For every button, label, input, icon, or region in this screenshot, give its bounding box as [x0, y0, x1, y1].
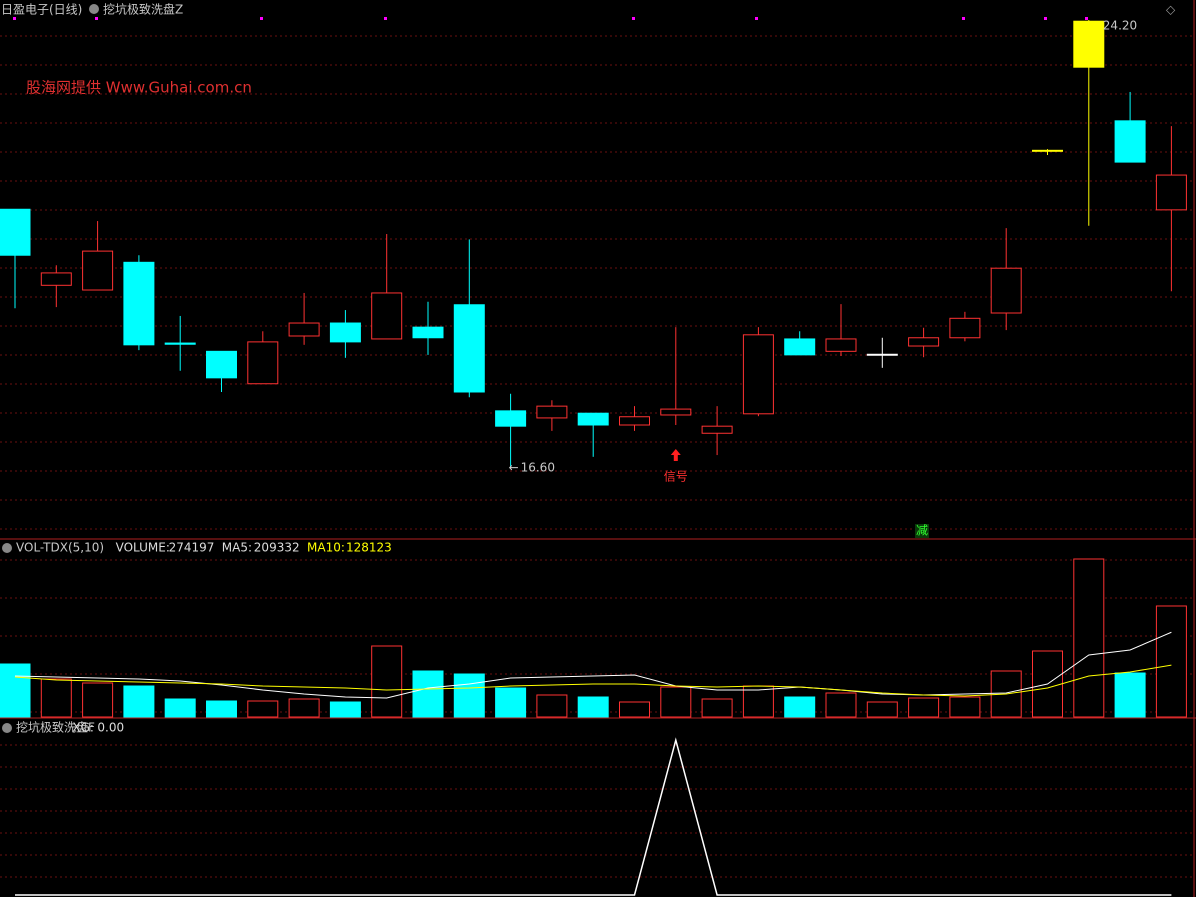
readout-label: MA10: [307, 541, 345, 555]
volume-bar [660, 686, 692, 718]
candle-body [206, 350, 237, 379]
volume-bar [577, 696, 609, 718]
candle-body [1073, 20, 1105, 68]
candle-body [866, 353, 898, 356]
stock-title: 日盈电子(日线) [1, 3, 82, 17]
signal-dots [13, 17, 1088, 20]
candle-body [784, 338, 816, 356]
candle-body [164, 342, 196, 345]
candle-body [949, 317, 981, 339]
candle-body [40, 272, 72, 286]
volume-bar [164, 698, 196, 718]
candle-body [1155, 174, 1187, 211]
volume-bar [742, 685, 774, 718]
volume-bar [619, 701, 650, 718]
indicator-title: 挖坑极致洗盘Z [103, 2, 183, 17]
readout-value: 0.00 [97, 721, 124, 735]
volume-bar [536, 694, 568, 718]
volume-bar [82, 682, 114, 718]
volume-bar [288, 698, 320, 718]
readout-label: XG: [72, 721, 94, 735]
volume-bar [123, 685, 155, 718]
panel-title: 挖坑极致洗盘F [16, 720, 95, 735]
volume-bar [371, 645, 403, 718]
candle-body [660, 408, 692, 416]
candle-body [577, 412, 609, 426]
candle-body [1032, 149, 1063, 152]
volume-bar [1073, 558, 1105, 718]
candle-body [701, 425, 733, 434]
candle-body [453, 304, 485, 393]
menu-icon[interactable] [2, 543, 12, 553]
volume-bar [866, 701, 898, 718]
volume-bar [0, 663, 31, 718]
volume-bar [701, 698, 733, 718]
volume-bar [784, 696, 816, 718]
candle-body [990, 267, 1022, 314]
candle-body [619, 416, 650, 426]
signal-arrow [670, 449, 681, 461]
menu-icon[interactable] [2, 723, 12, 733]
icon[interactable]: ◇ [1166, 3, 1176, 17]
candle-body [825, 338, 857, 352]
menu-icon[interactable] [89, 4, 99, 14]
candle-body [742, 334, 774, 415]
volume-bar [206, 700, 237, 718]
signal-line [15, 737, 1172, 896]
candle-body [495, 410, 527, 427]
volume-bar [1114, 672, 1146, 718]
low-label: 16.60 [521, 461, 555, 475]
low-arrow: ← [509, 461, 519, 475]
readout-value: 209332 [254, 541, 300, 555]
reduce-label: 减 [916, 524, 928, 538]
volume-bar [825, 692, 857, 718]
candle-body [412, 326, 444, 339]
candle-body [329, 322, 361, 343]
candle-body [1114, 120, 1146, 163]
readout-value: 274197 [169, 541, 215, 555]
candle-body [536, 405, 568, 419]
volume-bar [412, 670, 444, 718]
candle-body [82, 250, 114, 291]
panel-title: VOL-TDX(5,10) [16, 541, 104, 555]
readout-label: MA5: [222, 541, 252, 555]
volume-bar [453, 673, 485, 718]
candle-body [0, 208, 31, 256]
candle-body [288, 322, 320, 337]
volume-bar [329, 701, 361, 718]
volume-bar [908, 697, 940, 718]
watermark: 股海网提供 Www.Guhai.com.cn [26, 79, 252, 97]
readout-label: VOLUME: [116, 541, 170, 555]
ma-line [14, 664, 1172, 697]
volume-bar [495, 687, 527, 718]
high-label: 24.20 [1103, 19, 1137, 33]
candle-body [123, 261, 155, 346]
volume-bar [949, 696, 981, 718]
volume-bar [40, 678, 72, 718]
candle-body [908, 337, 940, 347]
candle-body [371, 292, 403, 340]
reduce-box [915, 524, 929, 538]
candle-body [247, 341, 279, 385]
signal-label: 信号 [664, 470, 688, 484]
volume-bar [1155, 605, 1187, 718]
volume-bar [247, 700, 279, 718]
readout-value: 128123 [346, 541, 392, 555]
